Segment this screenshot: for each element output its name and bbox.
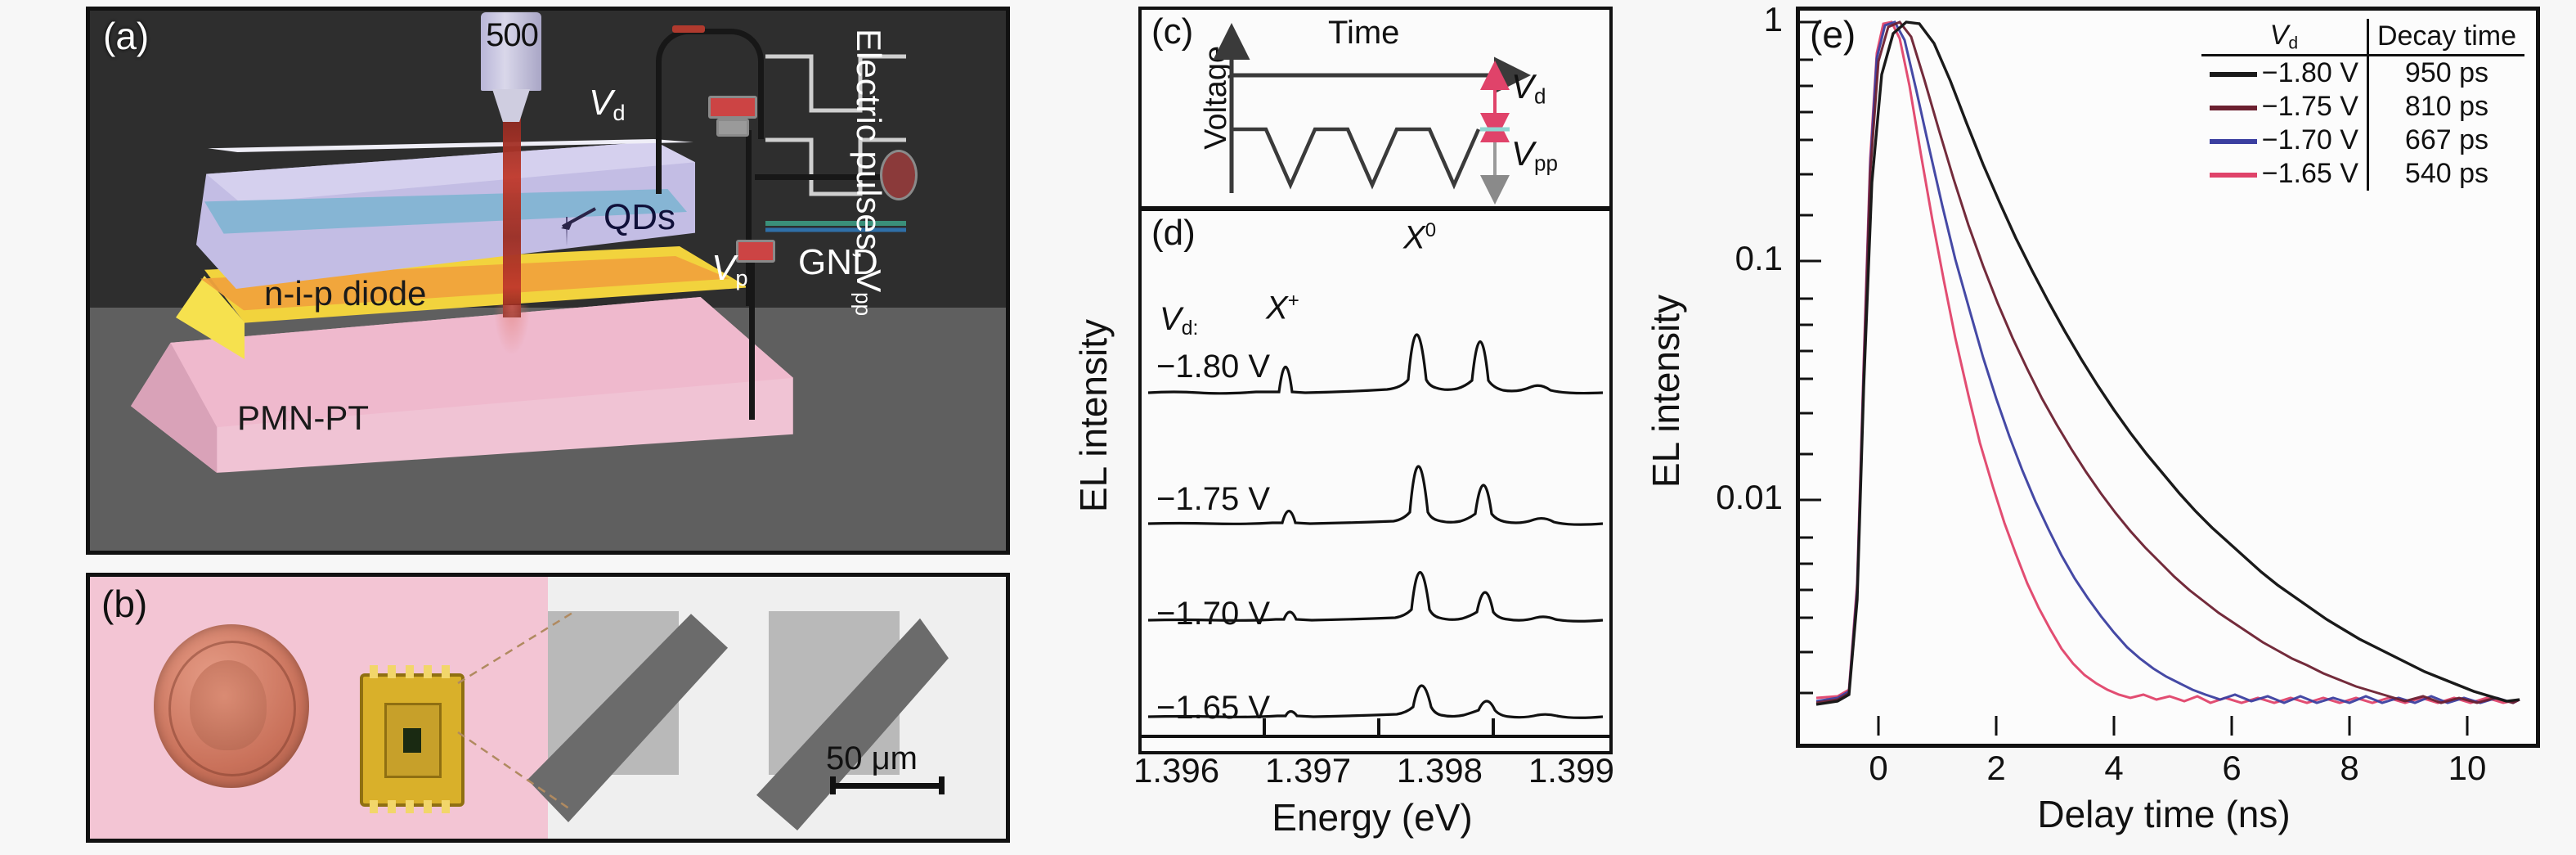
legend-row: −1.65 V 540 ps	[2201, 157, 2524, 191]
vd-series-header: Vd:	[1160, 301, 1199, 340]
d-xtick-0: 1.396	[1133, 751, 1220, 790]
d-xtick-3: 1.399	[1528, 751, 1614, 790]
panel-d-x-axis-label: Energy (eV)	[1272, 796, 1473, 839]
probe-wire-left-leg	[656, 130, 662, 194]
e-ytick-0-01: 0.01	[1716, 478, 1783, 516]
e-xtick-8: 8	[2340, 749, 2359, 787]
legend-header-decay: Decay time	[2366, 19, 2524, 57]
vp-label: Vp	[711, 248, 748, 290]
e-xtick-2: 2	[1986, 749, 2006, 787]
legend-decay-170: 667 ps	[2366, 124, 2524, 158]
legend-voltage-170: −1.70 V	[2201, 124, 2368, 157]
legend-voltage-165: −1.65 V	[2201, 157, 2368, 191]
pulse-waveform-plot	[1213, 23, 1531, 205]
decay-curves-plot	[1800, 20, 2520, 736]
scale-bar-label: 50 μm	[826, 740, 918, 776]
chip-package-photo	[360, 665, 464, 813]
vp-connector	[736, 240, 775, 263]
panel-c-label: (c)	[1151, 11, 1194, 52]
e-xtick-10: 10	[2448, 749, 2487, 787]
x0-peak-label: X0	[1403, 219, 1437, 256]
panel-b-label: (b)	[101, 583, 148, 625]
panel-e-x-axis-label: Delay time (ns)	[2037, 793, 2291, 835]
panel-d-label: (d)	[1151, 213, 1196, 253]
panel-a-label: (a)	[103, 15, 150, 57]
vd-annotation: Vd	[1511, 67, 1546, 109]
legend-decay-165: 540 ps	[2366, 157, 2524, 191]
quantum-dot-marker	[566, 217, 568, 246]
qds-label: QDs	[604, 197, 675, 237]
vd-connector-base	[716, 119, 749, 137]
e-ytick-1: 1	[1763, 0, 1783, 38]
panel-e-y-axis-label: EL intensity	[1645, 295, 1687, 488]
panel-d-y-axis-label: EL intensity	[1072, 319, 1115, 513]
xplus-peak-label: X+	[1266, 290, 1299, 326]
legend-row: −1.80 V 950 ps	[2201, 55, 2524, 91]
vd-label: Vd	[589, 83, 626, 125]
panel-e-decay-curves: (e)	[1796, 7, 2540, 748]
panel-e-legend: Vd Decay time −1.80 V 950 ps −1.75 V 810…	[2201, 19, 2524, 191]
legend-swatch-170	[2209, 139, 2257, 145]
laser-spot-glow	[494, 305, 530, 354]
chip-die	[403, 728, 421, 753]
legend-swatch-165	[2209, 173, 2257, 178]
time-axis-label: Time	[1328, 15, 1400, 51]
coin-relief	[190, 660, 267, 750]
microscope-objective-icon	[481, 12, 541, 91]
legend-header-voltage: Vd	[2201, 19, 2368, 57]
panel-c-pulse-scheme: (c) Time Voltage	[1138, 7, 1613, 209]
zoom-callout-lines	[457, 611, 573, 812]
gnd-wire	[755, 174, 894, 180]
vp-wire	[749, 256, 755, 420]
scale-bar	[830, 776, 945, 794]
qds-pointer-arrow	[561, 207, 596, 230]
panel-a-device-schematic: (a) 500 QDs n-i-p diode PMN-PT	[86, 7, 1010, 555]
el-spectra-plot	[1142, 333, 1609, 738]
e-ytick-0-1: 0.1	[1735, 239, 1783, 277]
legend-row: −1.70 V 667 ps	[2201, 124, 2524, 158]
gnd-label: GND	[798, 242, 878, 282]
gnd-connector	[880, 150, 918, 200]
electric-pulses-label: Electric pulses, Vpp	[850, 29, 889, 317]
e-xtick-0: 0	[1869, 749, 1888, 787]
legend-decay-175: 810 ps	[2366, 90, 2524, 124]
legend-row: −1.75 V 810 ps	[2201, 90, 2524, 124]
substrate-label: PMN-PT	[237, 398, 369, 437]
chip-cavity	[384, 703, 442, 778]
pulse-train-icon	[765, 54, 906, 232]
coin-inner-ring	[168, 641, 296, 776]
legend-swatch-180	[2209, 72, 2257, 78]
d-xtick-1: 1.397	[1264, 751, 1352, 790]
panel-d-el-spectra: (d) Vd: X0 X+ −1.80 V −1.75 V −1.70 V −1…	[1138, 206, 1613, 754]
coin-photo	[154, 624, 309, 788]
e-xtick-4: 4	[2104, 749, 2124, 787]
spectrum-label-170: −1.70 V	[1156, 596, 1271, 632]
spectrum-label-165: −1.65 V	[1156, 690, 1271, 726]
diode-label: n-i-p diode	[264, 274, 427, 313]
e-xtick-6: 6	[2222, 749, 2242, 787]
spectrum-label-180: −1.80 V	[1156, 349, 1271, 385]
probe-wire-down	[746, 130, 752, 306]
laser-beam	[503, 117, 521, 317]
objective-magnification-label: 500	[486, 17, 539, 53]
spectrum-label-175: −1.75 V	[1156, 481, 1271, 517]
panel-d-x-tick-labels: 1.396 1.397 1.398 1.399	[1129, 751, 1619, 790]
d-xtick-2: 1.398	[1396, 751, 1483, 790]
panel-e-label: (e)	[1810, 13, 1856, 56]
probe-tip-marker	[672, 25, 705, 33]
probe-wire-loop	[656, 29, 764, 139]
legend-voltage-180: −1.80 V	[2201, 56, 2368, 91]
legend-swatch-175	[2209, 106, 2257, 111]
legend-voltage-175: −1.75 V	[2201, 90, 2368, 124]
vpp-annotation: Vpp	[1511, 134, 1558, 176]
panel-b-photographs: (b) 50 μm	[86, 573, 1010, 843]
legend-decay-180: 950 ps	[2366, 55, 2524, 91]
vd-connector	[708, 96, 757, 119]
